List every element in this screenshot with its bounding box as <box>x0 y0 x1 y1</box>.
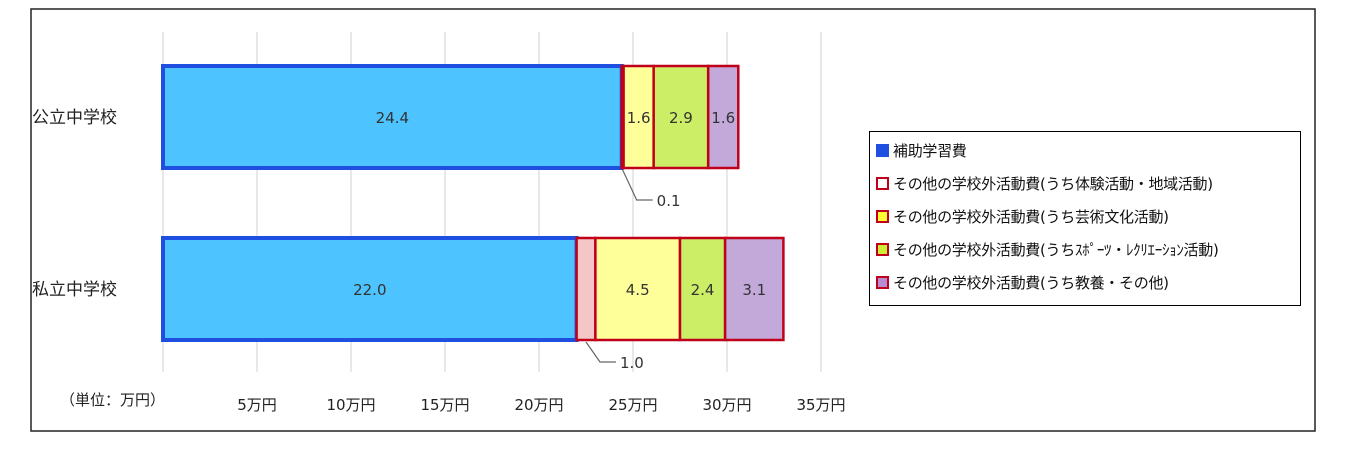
legend-label: その他の学校外活動費(うち芸術文化活動) <box>893 207 1169 226</box>
x-tick-label: 10万円 <box>326 396 375 414</box>
legend-swatch <box>876 209 889 223</box>
x-tick-label: 35万円 <box>796 396 845 414</box>
data-label: 1.0 <box>620 354 644 372</box>
data-label: 24.4 <box>376 109 409 127</box>
bar-segment <box>723 236 785 342</box>
legend: 補助学習費 その他の学校外活動費(うち体験活動・地域活動) その他の学校外活動費… <box>869 131 1301 306</box>
legend-swatch <box>876 176 889 190</box>
category-label: 公立中学校 <box>32 108 117 128</box>
bar-segment <box>161 64 624 170</box>
bar-segment <box>706 64 740 170</box>
data-label: 2.4 <box>691 281 715 299</box>
legend-swatch <box>876 143 889 157</box>
legend-item-experience-activities: その他の学校外活動費(うち体験活動・地域活動) <box>876 172 1213 194</box>
legend-item-supplementary-learning: 補助学習費 <box>876 139 967 161</box>
data-label: 3.1 <box>742 281 766 299</box>
data-labels: 24.4 0.1 1.6 2.9 1.6 22.0 1.0 4.5 2.4 3.1 <box>353 109 766 372</box>
data-label: 2.9 <box>669 109 693 127</box>
x-tick-label: 30万円 <box>702 396 751 414</box>
unit-label: （単位：万円） <box>60 391 165 409</box>
x-tick-label: 20万円 <box>514 396 563 414</box>
bar-segment <box>678 236 727 342</box>
legend-label: その他の学校外活動費(うち教養・その他) <box>893 273 1169 292</box>
data-label: 0.1 <box>657 192 681 210</box>
bar-segment <box>575 236 597 342</box>
legend-label: 補助学習費 <box>893 141 967 160</box>
legend-item-sports-recreation: その他の学校外活動費(うちｽﾎﾟｰﾂ・ﾚｸﾘｴｰｼｮﾝ活動) <box>876 238 1219 260</box>
x-tick-label: 15万円 <box>420 396 469 414</box>
data-label: 22.0 <box>353 281 386 299</box>
category-label: 私立中学校 <box>32 280 117 300</box>
x-tick-label: 25万円 <box>608 396 657 414</box>
leader-line <box>622 169 653 201</box>
data-label: 1.6 <box>711 109 735 127</box>
legend-item-culture-other: その他の学校外活動費(うち教養・その他) <box>876 271 1169 293</box>
data-label: 4.5 <box>626 281 650 299</box>
x-tick-label: 5万円 <box>237 396 277 414</box>
legend-label: その他の学校外活動費(うちｽﾎﾟｰﾂ・ﾚｸﾘｴｰｼｮﾝ活動) <box>893 240 1219 259</box>
leader-line <box>585 341 616 363</box>
bars <box>161 64 785 342</box>
legend-swatch <box>876 275 889 289</box>
legend-swatch <box>876 242 889 256</box>
legend-item-arts-culture: その他の学校外活動費(うち芸術文化活動) <box>876 205 1169 227</box>
legend-label: その他の学校外活動費(うち体験活動・地域活動) <box>893 174 1213 193</box>
data-label: 1.6 <box>627 109 651 127</box>
